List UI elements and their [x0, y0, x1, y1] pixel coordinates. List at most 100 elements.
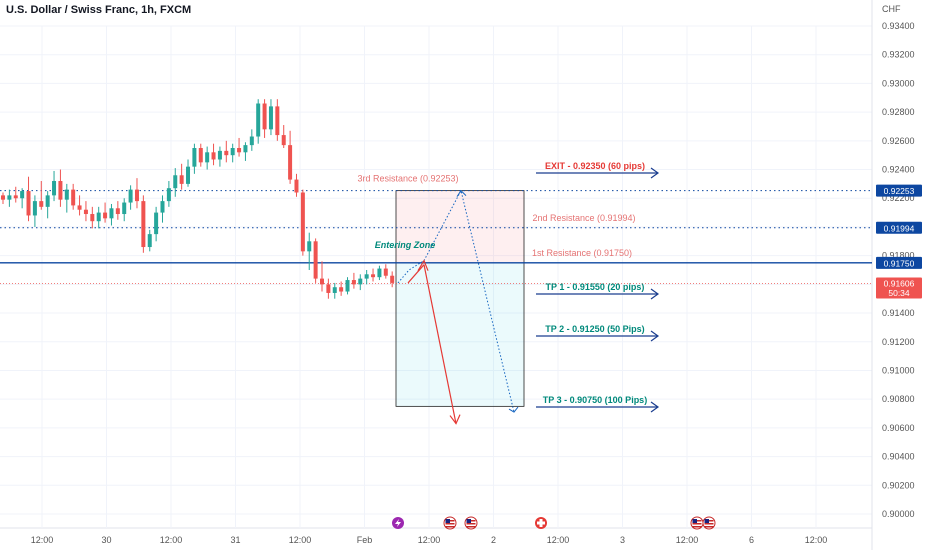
flag-canton	[692, 519, 697, 523]
price-tick-label: 0.93200	[882, 50, 915, 60]
us-flag-event-icon[interactable]	[443, 516, 457, 530]
flag-stripe	[704, 526, 714, 528]
candle-body	[211, 152, 216, 160]
price-tick-label: 0.90600	[882, 423, 915, 433]
price-tick-label: 0.91000	[882, 365, 915, 375]
price-tick-label: 0.93000	[882, 78, 915, 88]
time-tick-label: 6	[749, 535, 754, 545]
candle-body	[383, 268, 388, 276]
candle-body	[351, 280, 356, 285]
candles	[1, 99, 395, 299]
time-tick-label: 30	[101, 535, 111, 545]
candle-body	[83, 209, 88, 215]
candle-body	[58, 181, 63, 200]
countdown-label: 50:34	[888, 288, 910, 298]
grid-lines	[0, 0, 873, 550]
candle-body	[358, 278, 363, 285]
price-tick-label: 0.91200	[882, 337, 915, 347]
flag-canton	[445, 519, 450, 523]
candle-body	[166, 188, 171, 202]
flag-canton	[704, 519, 709, 523]
price-tick-label: 0.90800	[882, 394, 915, 404]
candle-body	[332, 287, 337, 293]
candle-body	[249, 136, 254, 146]
candle-body	[230, 148, 235, 156]
candle-body	[237, 148, 242, 153]
arrowhead-icon	[456, 189, 467, 197]
time-tick-label: 12:00	[289, 535, 312, 545]
candle-body	[173, 175, 178, 189]
target-zone	[396, 262, 524, 407]
event-icons[interactable]	[392, 516, 716, 530]
projection-arrows	[397, 189, 519, 425]
flag-stripe	[445, 523, 455, 525]
price-badge-label: 0.92253	[884, 186, 915, 196]
candle-body	[307, 241, 312, 252]
candle-body	[20, 191, 25, 199]
price-axis[interactable]: 0.93400 0.93200 0.93000 0.92800 0.92600 0.924…	[882, 21, 915, 519]
time-axis[interactable]: 12:00 30 12:00 31 12:00 Feb 12:00 2 12:00 3 12:00 6…	[31, 535, 828, 545]
projection-path-dotted	[423, 189, 515, 413]
candle-body	[275, 106, 280, 136]
flash-event-icon[interactable]	[392, 517, 404, 529]
candle-body	[128, 189, 133, 203]
candle-body	[122, 202, 127, 215]
time-tick-label: 12:00	[31, 535, 54, 545]
target-label: EXIT - 0.92350 (60 pips)	[545, 161, 645, 171]
candle-body	[160, 201, 165, 213]
price-tick-label: 0.92400	[882, 165, 915, 175]
candle-body	[313, 241, 318, 279]
candle-body	[339, 287, 344, 292]
candle-body	[115, 208, 120, 215]
arrowhead-icon	[417, 259, 429, 271]
entering-zone-label: Entering Zone	[375, 240, 436, 250]
target-label: TP 1 - 0.91550 (20 pips)	[546, 282, 645, 292]
candle-body	[39, 201, 44, 207]
cross-horizontal	[537, 521, 545, 525]
trade-zones	[395, 190, 525, 407]
candle-body	[7, 195, 12, 200]
candle-body	[1, 195, 5, 200]
price-tick-label: 0.92800	[882, 107, 915, 117]
candle-body	[26, 191, 31, 216]
price-tick-label: 0.90400	[882, 452, 915, 462]
candle-body	[71, 189, 76, 206]
candle-body	[134, 189, 139, 202]
us-flag-event-icon[interactable]	[702, 516, 716, 530]
price-tick-label: 0.93400	[882, 21, 915, 31]
candle-body	[326, 284, 331, 293]
resistance-label: 2nd Resistance (0.91994)	[532, 213, 635, 223]
candle-body	[262, 103, 267, 130]
us-flag-event-icon[interactable]	[690, 516, 704, 530]
price-tick-label: 0.91400	[882, 308, 915, 318]
candle-body	[64, 189, 69, 200]
time-tick-label: 12:00	[676, 535, 699, 545]
candle-body	[32, 201, 37, 216]
price-tick-label: 0.92200	[882, 193, 915, 203]
candle-body	[52, 181, 57, 196]
candle-body	[390, 275, 395, 283]
time-tick-label: 12:00	[805, 535, 828, 545]
ch-flag-event-icon[interactable]	[535, 517, 547, 529]
candle-body	[243, 145, 248, 153]
arrowhead-icon	[449, 414, 461, 425]
candle-body	[371, 274, 376, 278]
flag-stripe	[466, 526, 476, 528]
flag-stripe	[445, 526, 455, 528]
time-tick-label: 31	[230, 535, 240, 545]
candle-body	[141, 201, 146, 248]
chart-title: U.S. Dollar / Swiss Franc, 1h, FXCM	[6, 4, 192, 16]
candle-body	[45, 195, 50, 207]
flag-stripe	[692, 523, 702, 525]
us-flag-event-icon[interactable]	[464, 516, 478, 530]
candle-body	[103, 212, 108, 219]
candle-body	[217, 150, 222, 160]
candle-body	[192, 148, 197, 167]
candle-body	[13, 195, 18, 199]
price-badge	[876, 256, 922, 269]
flag-stripe	[692, 526, 702, 528]
candle-body	[186, 166, 191, 184]
arrowhead-icon	[650, 401, 660, 413]
candle-body	[256, 103, 261, 137]
